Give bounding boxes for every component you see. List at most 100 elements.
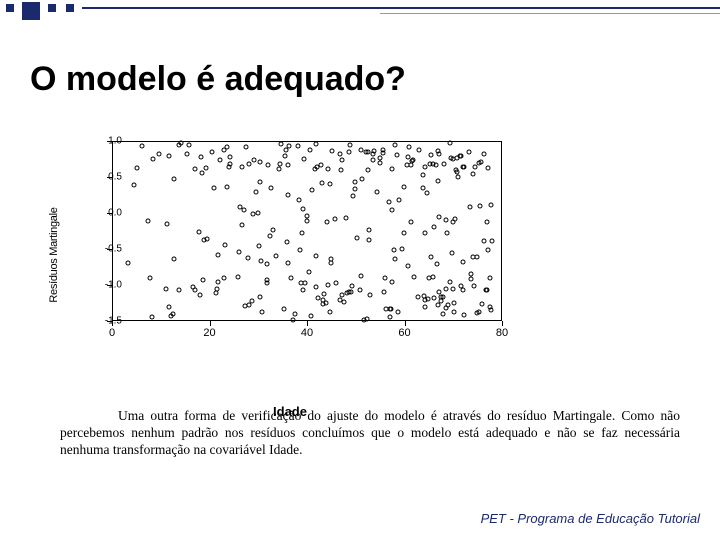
ytick-label: 0.0 [108, 208, 122, 219]
data-point [422, 297, 427, 302]
data-point [167, 305, 172, 310]
data-point [291, 318, 296, 323]
page-title: O modelo é adequado? [30, 60, 406, 99]
data-point [260, 310, 265, 315]
data-point [319, 180, 324, 185]
data-point [265, 163, 270, 168]
data-point [149, 314, 154, 319]
data-point [226, 165, 231, 170]
data-point [192, 166, 197, 171]
data-point [198, 293, 203, 298]
data-point [250, 212, 255, 217]
data-point [354, 235, 359, 240]
data-point [457, 153, 462, 158]
data-point [358, 148, 363, 153]
data-point [450, 157, 455, 162]
data-point [479, 302, 484, 307]
data-point [199, 171, 204, 176]
data-point [489, 202, 494, 207]
data-point [383, 275, 388, 280]
data-point [282, 154, 287, 159]
data-point [251, 157, 256, 162]
xtick-label: 40 [301, 327, 313, 339]
data-point [452, 300, 457, 305]
data-point [257, 179, 262, 184]
data-point [432, 224, 437, 229]
data-point [392, 257, 397, 262]
data-point [157, 152, 162, 157]
data-point [224, 185, 229, 190]
data-point [314, 285, 319, 290]
data-point [134, 165, 139, 170]
data-point [328, 181, 333, 186]
data-point [322, 291, 327, 296]
data-point [299, 231, 304, 236]
data-point [468, 277, 473, 282]
data-point [351, 194, 356, 199]
data-point [401, 185, 406, 190]
data-point [461, 259, 466, 264]
data-point [215, 253, 220, 258]
data-point [437, 290, 442, 295]
data-point [448, 280, 453, 285]
data-point [288, 276, 293, 281]
data-point [126, 261, 131, 266]
data-point [256, 210, 261, 215]
data-point [199, 154, 204, 159]
ytick-label: 0.5 [108, 172, 122, 183]
data-point [334, 280, 339, 285]
data-point [476, 310, 481, 315]
data-point [360, 176, 365, 181]
data-point [209, 149, 214, 154]
data-point [247, 162, 252, 167]
data-point [246, 303, 251, 308]
data-point [338, 152, 343, 157]
data-point [470, 254, 475, 259]
data-point [217, 157, 222, 162]
data-point [475, 254, 480, 259]
data-point [166, 154, 171, 159]
data-point [246, 256, 251, 261]
data-point [377, 155, 382, 160]
data-point [293, 312, 298, 317]
data-point [441, 312, 446, 317]
data-point [201, 237, 206, 242]
data-point [279, 141, 284, 146]
xtick-label: 60 [398, 327, 410, 339]
data-point [222, 243, 227, 248]
data-point [433, 163, 438, 168]
scatter-chart: Resíduos Martingale Idade -1.5-1.0-0.50.… [60, 135, 520, 375]
data-point [389, 307, 394, 312]
data-point [399, 246, 404, 251]
data-point [473, 164, 478, 169]
data-point [191, 285, 196, 290]
data-point [380, 150, 385, 155]
data-point [203, 166, 208, 171]
data-point [273, 253, 278, 258]
ytick-label: -0.5 [105, 244, 122, 255]
data-point [487, 276, 492, 281]
data-point [386, 199, 391, 204]
data-point [409, 220, 414, 225]
data-point [439, 298, 444, 303]
data-point [462, 164, 467, 169]
data-point [297, 248, 302, 253]
data-point [282, 306, 287, 311]
data-point [481, 151, 486, 156]
data-point [467, 205, 472, 210]
data-point [237, 204, 242, 209]
data-point [436, 179, 441, 184]
data-point [352, 180, 357, 185]
chart-ylabel: Resíduos Martingale [48, 207, 60, 302]
data-point [244, 144, 249, 149]
data-point [374, 190, 379, 195]
data-point [253, 189, 258, 194]
data-point [390, 279, 395, 284]
data-point [172, 177, 177, 182]
data-point [415, 294, 420, 299]
data-point [309, 313, 314, 318]
data-point [485, 288, 490, 293]
data-point [462, 312, 467, 317]
data-point [468, 272, 473, 277]
data-point [384, 306, 389, 311]
